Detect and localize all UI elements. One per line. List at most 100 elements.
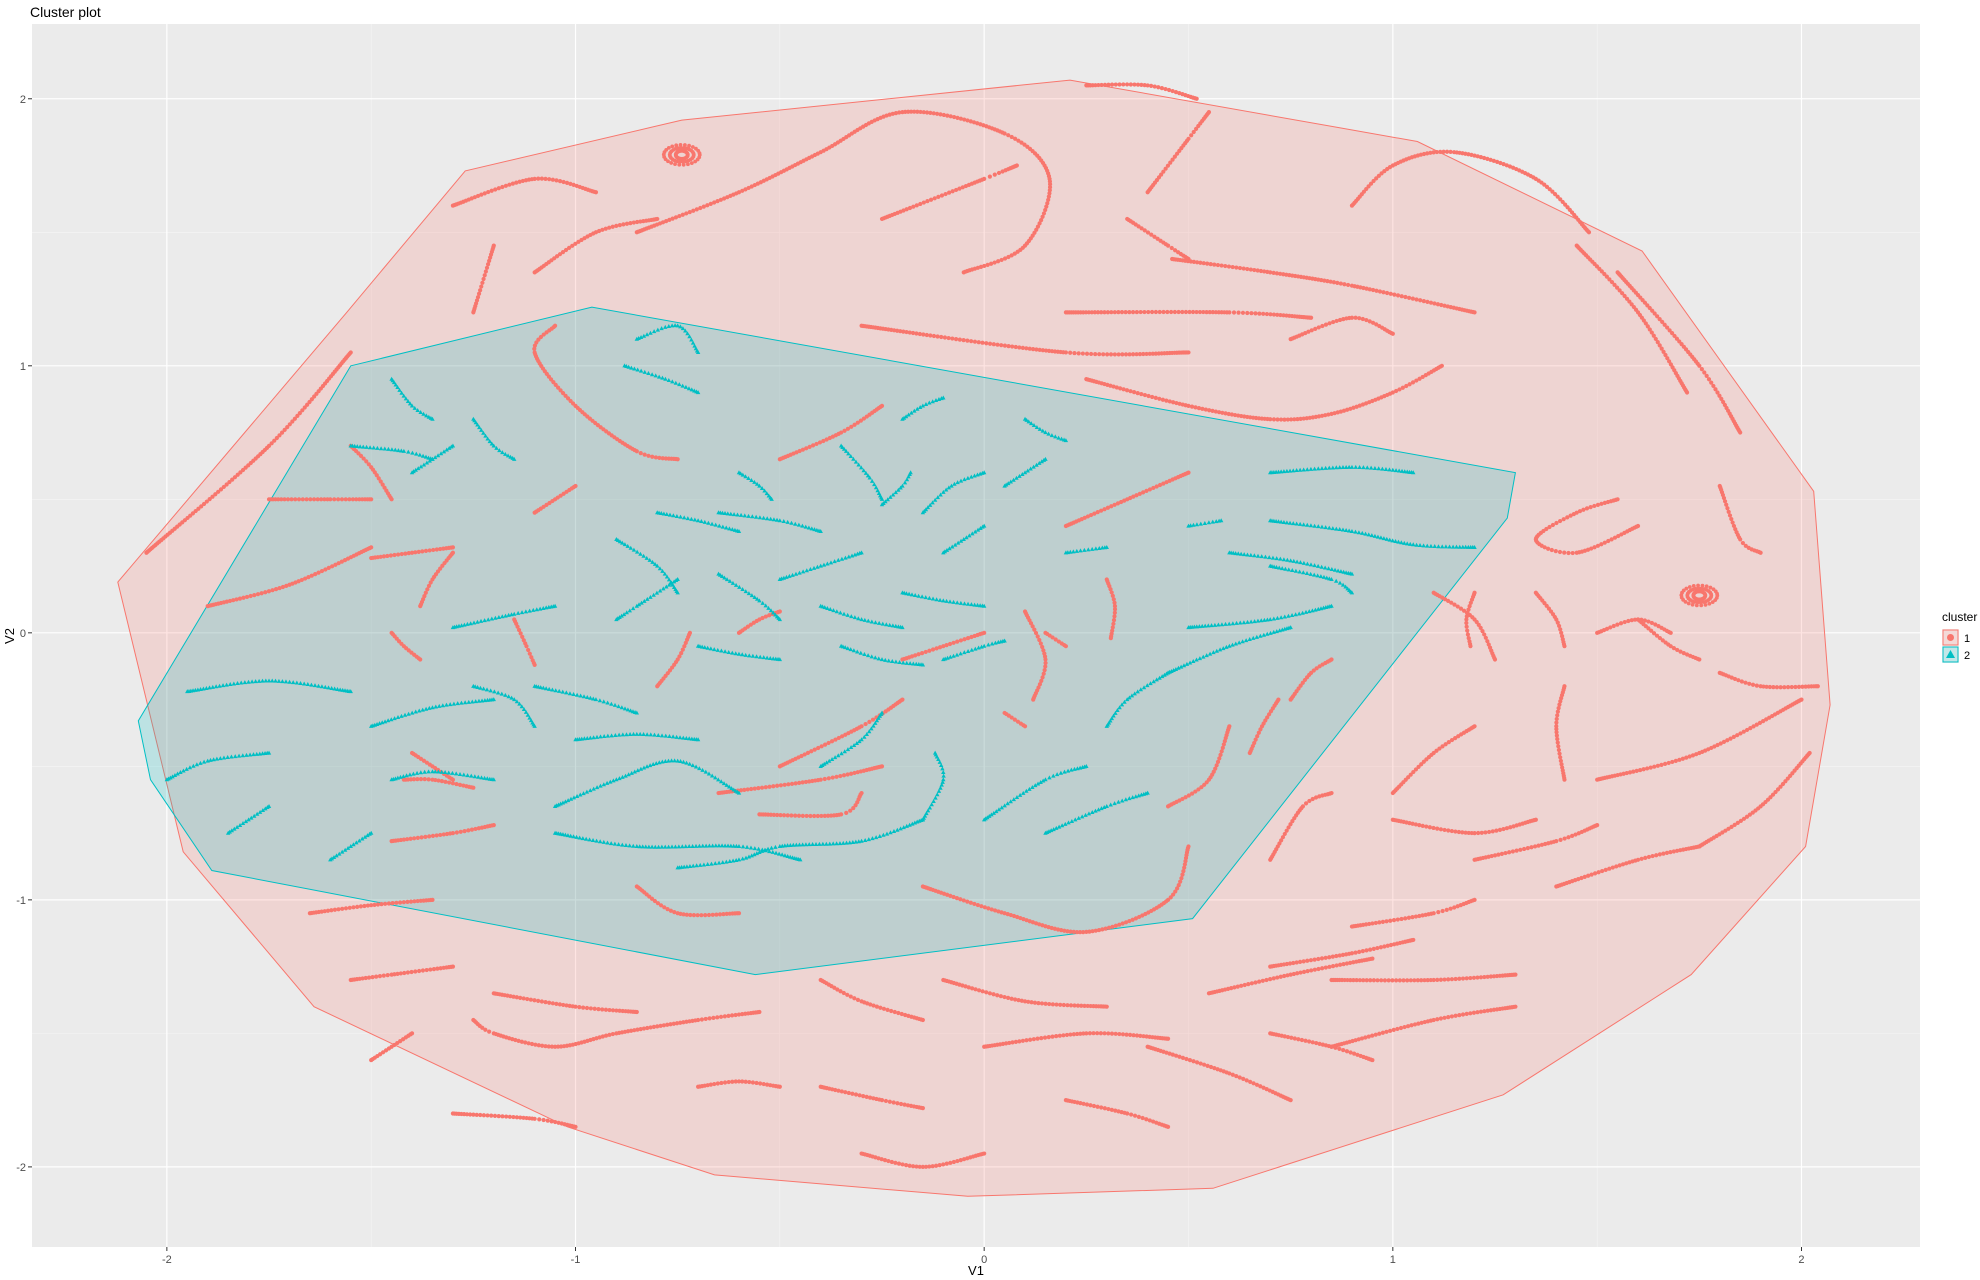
point-cluster-1 [1193, 789, 1198, 794]
point-cluster-2 [541, 685, 546, 690]
point-cluster-1 [1256, 730, 1261, 735]
point-cluster-1 [916, 652, 921, 657]
point-cluster-1 [1313, 326, 1318, 331]
point-cluster-2 [1376, 466, 1381, 471]
point-cluster-1 [1359, 1036, 1365, 1041]
point-cluster-2 [1234, 620, 1239, 625]
point-cluster-1 [1453, 735, 1458, 741]
point-cluster-1 [1706, 377, 1712, 382]
point-cluster-1 [333, 562, 338, 567]
point-cluster-1 [943, 191, 948, 197]
point-cluster-1 [1672, 333, 1677, 339]
point-cluster-1 [486, 189, 491, 195]
point-cluster-2 [1308, 523, 1314, 528]
point-cluster-2 [471, 620, 477, 625]
point-cluster-2 [496, 615, 502, 620]
point-cluster-2 [1346, 464, 1352, 469]
point-cluster-1 [1584, 506, 1590, 511]
point-cluster-1 [581, 1005, 586, 1010]
point-cluster-1 [961, 270, 966, 275]
point-cluster-2 [798, 857, 803, 862]
point-cluster-1 [1416, 764, 1421, 769]
point-cluster-1 [1662, 322, 1667, 327]
point-cluster-1 [1380, 919, 1385, 924]
point-cluster-1 [1582, 874, 1587, 879]
point-cluster-1 [1118, 386, 1123, 391]
point-cluster-2 [1046, 431, 1051, 436]
point-cluster-1 [775, 812, 780, 818]
point-cluster-1 [1031, 1037, 1036, 1042]
point-cluster-1 [950, 336, 955, 341]
point-cluster-1 [688, 912, 693, 918]
point-cluster-1 [1367, 287, 1372, 292]
point-cluster-2 [1073, 817, 1078, 822]
point-cluster-1 [920, 1106, 925, 1111]
point-cluster-2 [1353, 529, 1358, 534]
point-cluster-2 [556, 688, 562, 693]
point-cluster-1 [1263, 718, 1268, 723]
point-cluster-1 [687, 143, 691, 148]
point-cluster-2 [1319, 564, 1324, 569]
point-cluster-1 [1703, 602, 1708, 607]
point-cluster-1 [1245, 266, 1250, 272]
point-cluster-1 [1326, 412, 1331, 417]
point-cluster-2 [746, 591, 752, 596]
point-cluster-2 [969, 474, 974, 479]
point-cluster-1 [427, 548, 432, 553]
point-cluster-1 [726, 1079, 731, 1085]
point-cluster-2 [777, 617, 783, 622]
point-cluster-2 [675, 590, 680, 595]
point-cluster-1 [707, 1016, 712, 1021]
point-cluster-1 [1675, 647, 1680, 653]
point-cluster-2 [422, 769, 427, 774]
point-cluster-1 [358, 904, 363, 909]
point-cluster-1 [1210, 310, 1215, 315]
point-cluster-1 [1316, 325, 1321, 330]
point-cluster-2 [1408, 541, 1413, 546]
point-cluster-1 [526, 647, 531, 653]
point-cluster-1 [422, 593, 427, 599]
point-cluster-1 [1699, 603, 1704, 608]
point-cluster-1 [1596, 870, 1601, 875]
point-cluster-1 [1428, 150, 1433, 155]
point-cluster-1 [1019, 998, 1024, 1003]
point-cluster-1 [1460, 1012, 1466, 1017]
point-cluster-2 [927, 502, 933, 507]
point-cluster-1 [1221, 742, 1226, 747]
point-cluster-1 [547, 177, 552, 182]
point-cluster-1 [396, 552, 401, 557]
point-cluster-1 [1068, 1003, 1074, 1008]
point-cluster-1 [629, 1028, 634, 1033]
point-cluster-2 [722, 575, 727, 580]
point-cluster-2 [837, 841, 843, 846]
point-cluster-1 [966, 985, 971, 990]
point-cluster-2 [620, 842, 625, 847]
point-cluster-2 [1145, 790, 1150, 795]
point-cluster-1 [1165, 163, 1171, 168]
point-cluster-1 [482, 191, 487, 196]
point-cluster-2 [1353, 464, 1358, 469]
point-cluster-2 [681, 759, 686, 764]
point-cluster-1 [1352, 1051, 1357, 1056]
point-cluster-2 [515, 610, 521, 615]
point-cluster-1 [1750, 682, 1756, 687]
point-cluster-2 [590, 838, 596, 843]
point-cluster-1 [675, 657, 680, 662]
point-cluster-1 [1793, 684, 1798, 690]
point-cluster-1 [480, 280, 485, 285]
point-cluster-1 [905, 1103, 911, 1108]
point-cluster-1 [1617, 863, 1622, 868]
point-cluster-1 [1657, 343, 1662, 348]
point-cluster-1 [1599, 501, 1604, 506]
point-cluster-1 [955, 1158, 960, 1164]
point-cluster-1 [1186, 403, 1191, 408]
point-cluster-1 [1141, 351, 1146, 357]
series-2-curve [552, 830, 803, 862]
point-cluster-1 [1562, 836, 1567, 841]
point-cluster-1 [1341, 408, 1347, 413]
point-cluster-2 [754, 596, 760, 601]
point-cluster-1 [293, 580, 298, 585]
point-cluster-1 [1102, 82, 1108, 87]
point-cluster-1 [358, 453, 364, 458]
point-cluster-1 [366, 462, 371, 467]
